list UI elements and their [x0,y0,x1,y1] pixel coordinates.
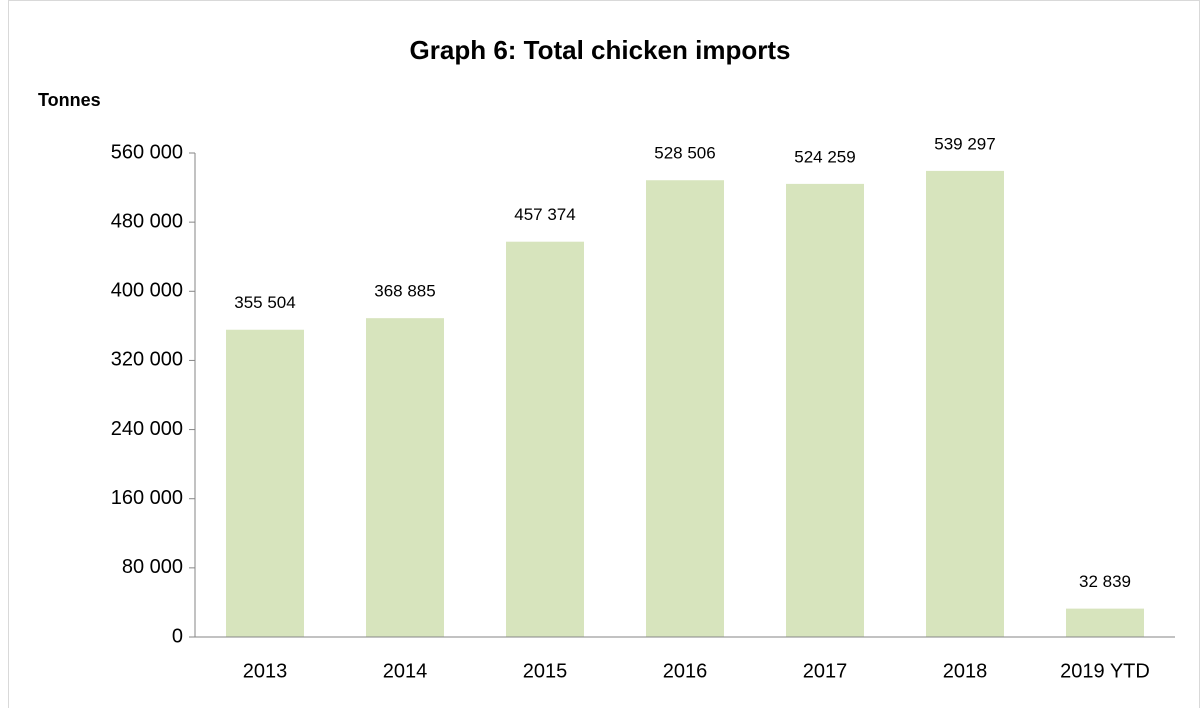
x-tick-label: 2015 [523,660,568,682]
y-tick-label: 400 000 [111,280,183,302]
y-tick-label: 160 000 [111,487,183,509]
value-label: 524 259 [794,147,855,166]
value-label: 32 839 [1079,572,1131,591]
x-tick-label: 2018 [943,660,988,682]
value-label: 355 504 [234,293,295,312]
bar [926,170,1004,637]
x-tick-label: 2016 [663,660,708,682]
y-tick-label: 240 000 [111,418,183,440]
y-tick-label: 560 000 [111,141,183,163]
bar [1066,608,1144,637]
x-tick-label: 2019 YTD [1060,660,1150,682]
y-tick-label: 320 000 [111,349,183,371]
value-label: 528 506 [654,144,715,163]
value-label: 457 374 [514,205,575,224]
bar [646,180,724,637]
y-tick-label: 80 000 [122,556,183,578]
bar [786,183,864,637]
value-label: 539 297 [934,134,995,153]
y-tick-label: 480 000 [111,210,183,232]
x-tick-label: 2014 [383,660,428,682]
bar [226,329,304,637]
chart-border [8,0,1200,708]
x-tick-label: 2017 [803,660,848,682]
x-tick-label: 2013 [243,660,288,682]
value-label: 368 885 [374,282,435,301]
y-axis-label: Tonnes [38,90,101,110]
bar [506,241,584,637]
chart-title: Graph 6: Total chicken imports [410,35,791,65]
bar [366,318,444,637]
y-tick-label: 0 [172,625,183,647]
